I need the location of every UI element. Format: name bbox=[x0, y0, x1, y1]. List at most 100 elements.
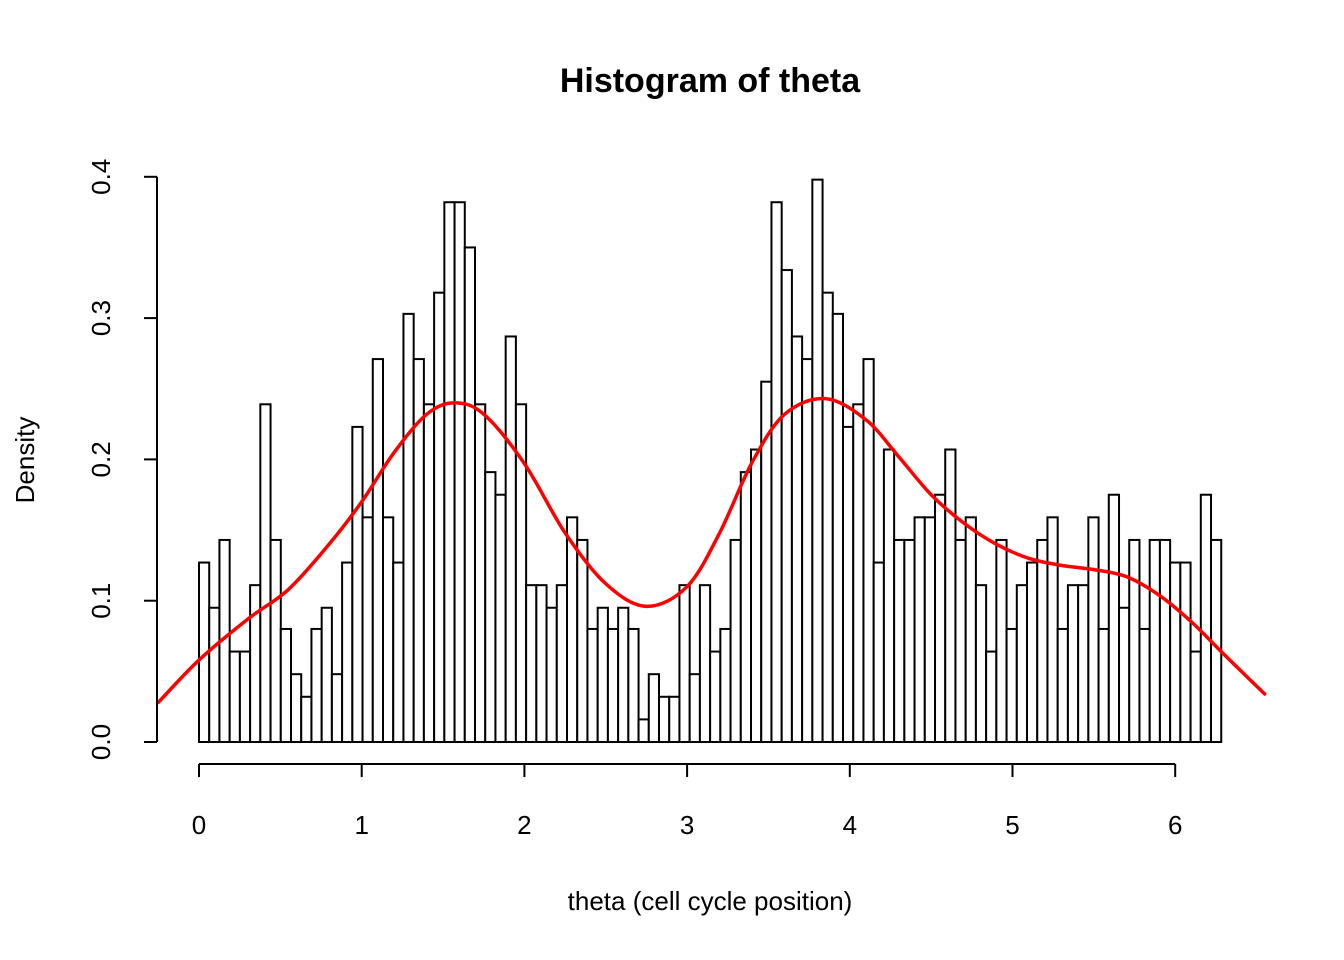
y-tick-label: 0.4 bbox=[86, 159, 116, 195]
histogram-bar bbox=[964, 516, 977, 744]
y-axis: 0.0 0.1 0.2 0.3 0.4 bbox=[86, 159, 158, 760]
histogram-bar bbox=[596, 606, 609, 744]
histogram-bar bbox=[698, 584, 712, 743]
histogram-bar bbox=[780, 269, 793, 743]
histogram-bar bbox=[484, 471, 497, 743]
histogram-bar bbox=[893, 538, 906, 743]
x-tick-label: 2 bbox=[517, 810, 531, 840]
histogram-bar bbox=[770, 201, 783, 744]
histogram-bar bbox=[443, 201, 456, 744]
histogram-bar bbox=[750, 448, 763, 743]
histogram-bar bbox=[545, 606, 558, 744]
histogram-bar bbox=[422, 403, 436, 743]
histogram-bar bbox=[1077, 584, 1090, 743]
histogram-bar bbox=[453, 201, 466, 744]
histogram-bar bbox=[934, 493, 947, 744]
histogram-bar bbox=[208, 606, 221, 744]
histogram-bar bbox=[514, 403, 528, 743]
histogram-bar bbox=[494, 493, 507, 744]
histogram-bar bbox=[1169, 561, 1182, 743]
histogram-bar bbox=[504, 335, 517, 743]
histogram-bar bbox=[382, 516, 395, 744]
x-axis: 0 1 2 3 4 5 6 bbox=[192, 763, 1182, 840]
histogram-bar bbox=[300, 695, 313, 744]
y-tick-label: 0.3 bbox=[86, 300, 116, 336]
histogram-bar bbox=[974, 584, 988, 743]
histogram-bar bbox=[678, 584, 691, 743]
histogram-bar bbox=[535, 584, 548, 743]
histogram-bar bbox=[944, 448, 957, 743]
histogram-bar bbox=[228, 650, 241, 744]
histogram-bar bbox=[954, 538, 967, 743]
histogram-bar bbox=[831, 312, 845, 743]
histogram-bar bbox=[1199, 493, 1213, 744]
histogram-bar bbox=[330, 673, 344, 743]
histogram-bar bbox=[259, 403, 272, 743]
x-tick-label: 3 bbox=[680, 810, 694, 840]
histogram-bar bbox=[1107, 493, 1121, 744]
histogram-bar bbox=[1015, 584, 1029, 743]
histogram-bar bbox=[729, 538, 742, 743]
histogram-bar bbox=[279, 627, 292, 744]
histogram-bar bbox=[463, 246, 476, 743]
histogram-bar bbox=[249, 584, 262, 743]
histogram-bar bbox=[320, 606, 333, 744]
histogram-bar bbox=[1056, 627, 1069, 744]
histogram-bar bbox=[1026, 561, 1039, 743]
histogram-bar bbox=[402, 312, 415, 743]
x-tick-label: 1 bbox=[354, 810, 368, 840]
histogram-bar bbox=[525, 584, 538, 743]
histogram-bar bbox=[862, 358, 875, 743]
histogram-bar bbox=[872, 561, 885, 743]
histogram-bar bbox=[913, 516, 926, 744]
histogram-bar bbox=[739, 471, 753, 743]
histogram-bar bbox=[576, 538, 589, 743]
histogram-bar bbox=[1158, 538, 1172, 743]
x-tick-label: 5 bbox=[1005, 810, 1019, 840]
histogram-bar bbox=[995, 538, 1008, 743]
x-tick-label: 4 bbox=[843, 810, 857, 840]
histogram-bar bbox=[882, 448, 896, 743]
histogram-bar bbox=[627, 627, 640, 744]
histogram-bar bbox=[392, 561, 405, 743]
histogram-bar bbox=[801, 358, 814, 743]
x-tick-label: 6 bbox=[1168, 810, 1182, 840]
histogram-bar bbox=[1066, 584, 1080, 743]
histogram-bar bbox=[310, 627, 323, 744]
histogram-bar bbox=[719, 627, 732, 744]
histogram-bar bbox=[1189, 650, 1202, 744]
histogram-bar bbox=[371, 358, 384, 743]
histogram-bar bbox=[433, 291, 446, 743]
histogram-bar bbox=[269, 538, 282, 743]
histogram-bar bbox=[668, 695, 681, 744]
histogram-bar bbox=[985, 650, 998, 744]
histogram-bar bbox=[1128, 538, 1141, 743]
histogram-bar bbox=[290, 673, 303, 743]
histogram-bar bbox=[821, 291, 834, 743]
histogram-bar bbox=[474, 403, 487, 743]
histogram-bar bbox=[1097, 627, 1110, 744]
histogram-bar bbox=[811, 178, 824, 743]
histogram-bar bbox=[1138, 627, 1151, 744]
histogram-bar bbox=[361, 516, 374, 744]
x-tick-label: 0 bbox=[192, 810, 206, 840]
histogram-bars bbox=[198, 178, 1223, 744]
histogram-bar bbox=[852, 403, 865, 743]
histogram-bar bbox=[658, 695, 671, 744]
histogram-bar bbox=[351, 425, 364, 743]
histogram-bar bbox=[1087, 516, 1100, 744]
histogram-bar bbox=[1046, 516, 1059, 744]
histogram-bar bbox=[1005, 627, 1018, 744]
histogram-bar bbox=[341, 561, 354, 743]
histogram-bar bbox=[842, 425, 855, 743]
histogram-bar bbox=[1118, 606, 1131, 744]
y-tick-label: 0.2 bbox=[86, 441, 116, 477]
histogram-bar bbox=[903, 538, 916, 743]
histogram-bar bbox=[923, 516, 937, 744]
histogram-bar bbox=[1148, 538, 1161, 743]
histogram-bar bbox=[238, 650, 252, 744]
y-tick-label: 0.1 bbox=[86, 583, 116, 619]
y-axis-label: Density bbox=[10, 417, 40, 504]
histogram-bar bbox=[1179, 561, 1192, 743]
